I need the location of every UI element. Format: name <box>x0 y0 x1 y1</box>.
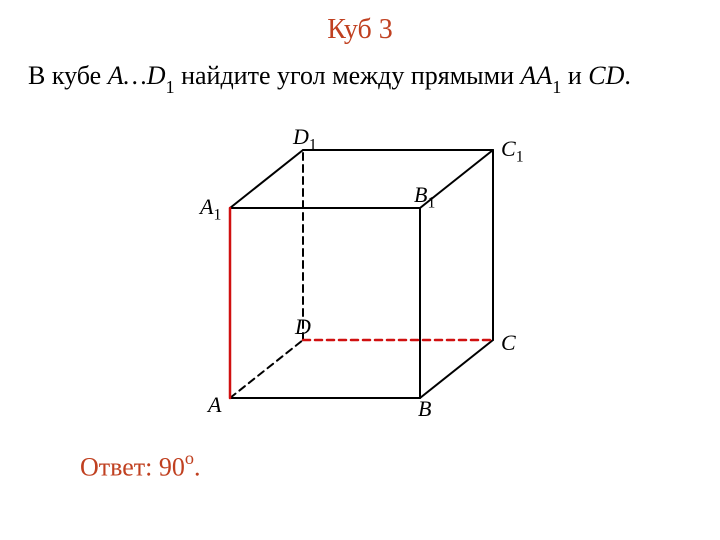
answer-tail: . <box>194 453 201 482</box>
problem-mid1: найдите угол между прямыми <box>175 61 521 90</box>
problem-sub1: 1 <box>165 77 174 97</box>
problem-prefix: В кубе <box>28 61 108 90</box>
vertex-label-A: A <box>208 392 221 418</box>
cube-figure: A B C D A1 B1 C1 D1 <box>175 118 535 438</box>
vertex-label-B1: B1 <box>414 182 435 212</box>
answer-degree: o <box>185 448 194 468</box>
edge-A-D <box>230 340 303 398</box>
problem-span1: A…D <box>108 61 166 90</box>
vertex-label-D1: D1 <box>293 124 317 154</box>
edge-B-C <box>420 340 493 398</box>
vertex-label-C: C <box>501 330 516 356</box>
vertex-label-C1: C1 <box>501 136 524 166</box>
problem-sub2: 1 <box>552 77 561 97</box>
vertex-label-D: D <box>295 314 311 340</box>
problem-span2: AA <box>521 61 553 90</box>
problem-text: В кубе A…D1 найдите угол между прямыми A… <box>28 60 692 96</box>
slide-title: Куб 3 <box>0 14 720 46</box>
answer-label: Ответ: 90 <box>80 453 185 482</box>
vertex-label-A1: A1 <box>200 194 221 224</box>
vertex-label-B: B <box>418 396 431 422</box>
problem-span3: CD <box>588 61 624 90</box>
problem-suffix: . <box>624 61 631 90</box>
answer-text: Ответ: 90o. <box>80 450 200 483</box>
cube-svg <box>175 118 535 438</box>
slide: { "title": { "text": "Куб 3", "color": "… <box>0 0 720 540</box>
problem-mid2: и <box>561 61 588 90</box>
edge-D1-A1 <box>230 150 303 208</box>
